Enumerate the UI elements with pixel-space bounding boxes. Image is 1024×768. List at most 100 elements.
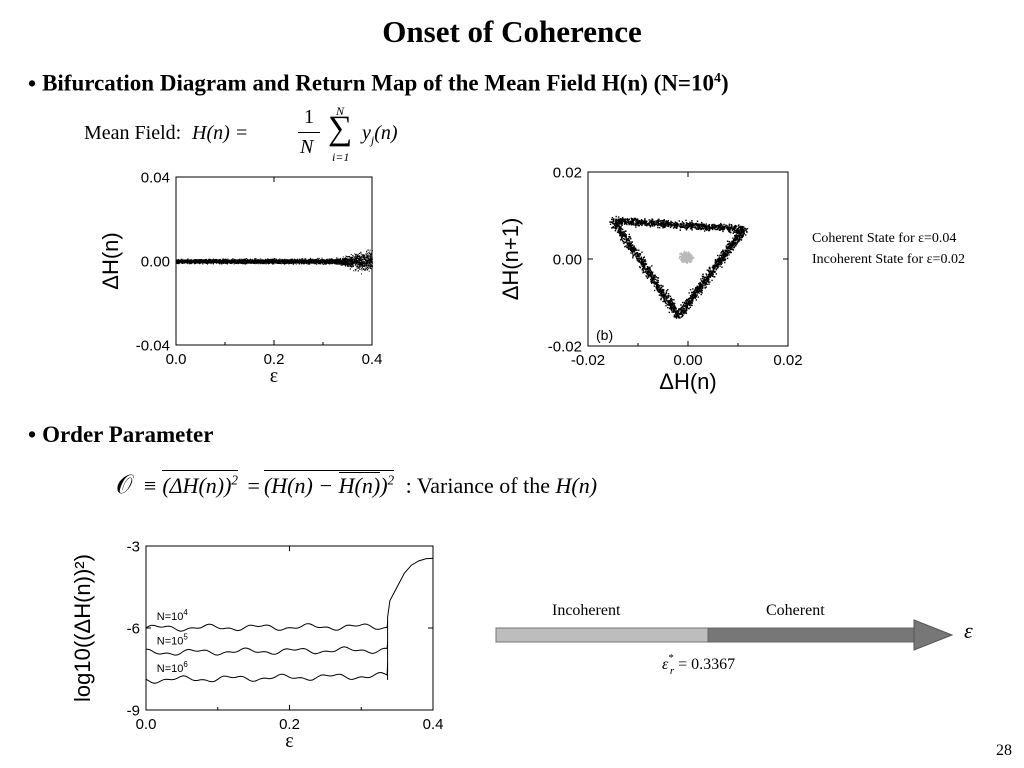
data-point [349,264,351,266]
data-point [262,262,264,264]
data-point [309,263,311,265]
data-point [236,259,238,261]
data-point [370,253,372,255]
data-point [185,260,187,262]
data-point [187,261,189,263]
data-point [178,262,180,264]
data-point [221,263,223,265]
data-point [226,260,228,262]
data-point [357,259,359,261]
data-point [225,260,227,262]
data-point [352,260,354,262]
data-point [190,263,192,265]
data-point [315,260,317,262]
data-point [314,262,316,264]
data-point [214,258,216,260]
data-point [257,261,259,263]
data-point [225,262,227,264]
data-point [278,261,280,263]
bifurcation-points [176,249,373,275]
data-point [346,262,348,264]
data-point [219,260,221,262]
data-point [272,262,274,264]
data-point [316,261,318,263]
data-point [223,261,225,263]
data-point [291,259,293,261]
data-point [188,261,190,263]
data-point [247,261,249,263]
data-point [190,260,192,262]
data-point [272,260,274,262]
data-point [358,259,360,261]
data-point [228,261,230,263]
data-point [182,261,184,263]
data-point [346,265,348,267]
data-point [185,259,187,261]
data-point [260,262,262,264]
data-point [359,259,361,261]
data-point [357,266,359,268]
data-point [237,263,239,265]
data-point [219,259,221,261]
data-point [258,259,260,261]
data-point [191,259,193,261]
data-point [349,260,351,262]
data-point [343,263,345,265]
data-point [370,259,372,261]
data-point [362,256,364,258]
data-point [276,262,278,264]
data-point [353,261,355,263]
data-point [331,260,333,262]
data-point [257,262,259,264]
data-point [311,262,313,264]
data-point [337,263,339,265]
data-point [349,261,351,263]
data-point [252,258,254,260]
data-point [359,264,361,266]
data-point [214,260,216,262]
data-point [345,259,347,261]
data-point [369,265,371,267]
data-point [211,259,213,261]
data-point [207,259,209,261]
data-point [361,258,363,260]
data-point [241,262,243,264]
sum-lower: i=1 [332,150,350,164]
data-point [246,260,248,262]
data-point [350,262,352,264]
data-point [321,260,323,262]
data-point [368,262,370,264]
data-point [370,268,372,270]
data-point [367,252,369,254]
data-point [205,262,207,264]
data-point [202,261,204,263]
data-point [255,258,257,260]
data-point [284,259,286,261]
data-point [334,260,336,262]
data-point [362,262,364,264]
data-point [299,262,301,264]
data-point [332,261,334,263]
data-point [264,259,266,261]
data-point [365,253,367,255]
data-point [278,262,280,264]
data-point [326,262,328,264]
data-point [314,262,316,264]
data-point [290,259,292,261]
data-point [261,261,263,263]
bullet-symbol: • [28,70,37,96]
data-point [180,261,182,263]
data-point [361,263,363,265]
data-point [268,261,270,263]
data-point [277,259,279,261]
data-point [264,260,266,262]
data-point [369,267,371,269]
data-point [180,258,182,260]
data-point [264,262,266,264]
data-point [305,261,307,263]
data-point [346,265,348,267]
data-point [195,261,197,263]
data-point [364,254,366,256]
data-point [360,259,362,261]
data-point [225,258,227,260]
